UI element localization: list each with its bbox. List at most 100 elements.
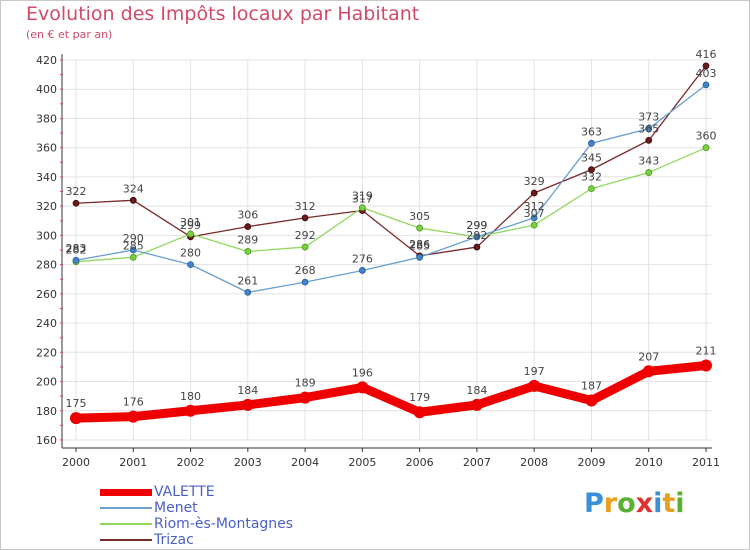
x-tick-label: 2004 (291, 456, 319, 469)
data-label: 299 (466, 219, 487, 232)
y-tick-label: 180 (36, 405, 57, 418)
data-point (187, 230, 194, 238)
y-tick-label: 400 (36, 83, 57, 96)
x-tick-label: 2003 (234, 456, 262, 469)
data-point (702, 62, 710, 70)
y-tick-label: 160 (36, 434, 57, 447)
data-label: 179 (409, 391, 430, 404)
data-point (473, 233, 481, 241)
y-tick-label: 340 (36, 171, 57, 184)
data-point (416, 253, 424, 261)
data-label: 332 (581, 171, 602, 184)
data-label: 365 (638, 122, 659, 135)
data-point (528, 379, 541, 392)
data-point (358, 267, 366, 274)
data-label: 319 (352, 190, 373, 203)
data-point (645, 125, 653, 133)
x-tick-label: 2005 (348, 456, 376, 469)
data-label: 360 (696, 130, 717, 143)
data-point (700, 359, 712, 372)
data-label: 283 (66, 242, 87, 255)
data-label: 196 (352, 366, 373, 379)
x-tick-label: 2011 (692, 456, 720, 469)
legend-swatch (100, 523, 152, 525)
y-tick-label: 280 (36, 259, 57, 272)
data-label: 343 (638, 155, 659, 168)
data-point (184, 404, 197, 417)
logo-letter: t (662, 488, 676, 519)
logo-letter: i (675, 488, 685, 519)
x-tick-label: 2010 (635, 456, 663, 469)
data-label: 286 (409, 238, 430, 251)
legend-label: Riom-ès-Montagnes (154, 516, 294, 532)
data-point (72, 199, 80, 207)
data-label: 290 (123, 232, 144, 245)
series-line (75, 84, 707, 294)
data-label: 416 (696, 48, 717, 61)
data-label: 292 (466, 229, 487, 242)
data-label: 207 (638, 350, 659, 363)
data-point (416, 224, 424, 232)
y-tick-label: 220 (36, 346, 57, 359)
data-label: 261 (237, 274, 258, 287)
data-point (72, 256, 80, 264)
data-point (530, 214, 538, 222)
data-label: 299 (180, 219, 201, 232)
y-tick-label: 360 (36, 142, 57, 155)
data-point (301, 243, 309, 251)
x-tick-label: 2006 (406, 456, 434, 469)
data-point (470, 398, 483, 411)
data-label: 289 (237, 233, 258, 246)
y-tick-label: 200 (36, 376, 57, 389)
x-tick-label: 2000 (62, 456, 90, 469)
data-point (244, 288, 252, 296)
data-label: 301 (180, 216, 201, 229)
chart-subtitle: (en € et par an) (26, 28, 113, 41)
proxiti-logo: Proxiti (584, 488, 685, 519)
data-point (530, 221, 538, 229)
data-point (301, 278, 309, 286)
x-tick-label: 2009 (577, 456, 605, 469)
x-tick-label: 2007 (463, 456, 491, 469)
data-point (301, 214, 309, 222)
data-point (127, 410, 140, 423)
data-point (356, 381, 369, 394)
y-tick-label: 420 (36, 54, 57, 67)
data-point (70, 412, 82, 425)
data-point (358, 204, 366, 212)
x-tick-label: 2002 (177, 456, 205, 469)
logo-letter: x (635, 488, 654, 519)
data-point (473, 243, 481, 251)
data-label: 184 (466, 384, 487, 397)
data-point (588, 139, 595, 147)
series (70, 62, 712, 425)
data-label: 373 (638, 111, 659, 124)
data-point (588, 185, 595, 193)
logo-letter: r (603, 488, 618, 519)
data-label: 345 (581, 152, 602, 165)
data-label: 329 (524, 175, 545, 188)
logo-letter: o (617, 488, 636, 519)
data-label: 280 (180, 247, 201, 260)
y-tick-label: 300 (36, 229, 57, 242)
data-point (585, 394, 598, 407)
data-point (241, 398, 254, 411)
data-label: 324 (123, 182, 144, 195)
logo-letter: i (653, 488, 663, 519)
data-label: 306 (237, 209, 258, 222)
legend-swatch (100, 539, 152, 541)
series-line (71, 360, 711, 423)
data-label: 187 (581, 380, 602, 393)
data-point (645, 136, 653, 144)
y-tick-label: 240 (36, 317, 57, 330)
data-point (129, 246, 137, 254)
legend-label: Trizac (154, 532, 194, 548)
data-point (642, 365, 655, 378)
data-point (244, 248, 252, 255)
data-point (588, 166, 595, 174)
data-label: 176 (123, 396, 144, 409)
data-label: 305 (409, 210, 430, 223)
data-label: 285 (123, 239, 144, 252)
legend-label: Menet (154, 500, 198, 516)
